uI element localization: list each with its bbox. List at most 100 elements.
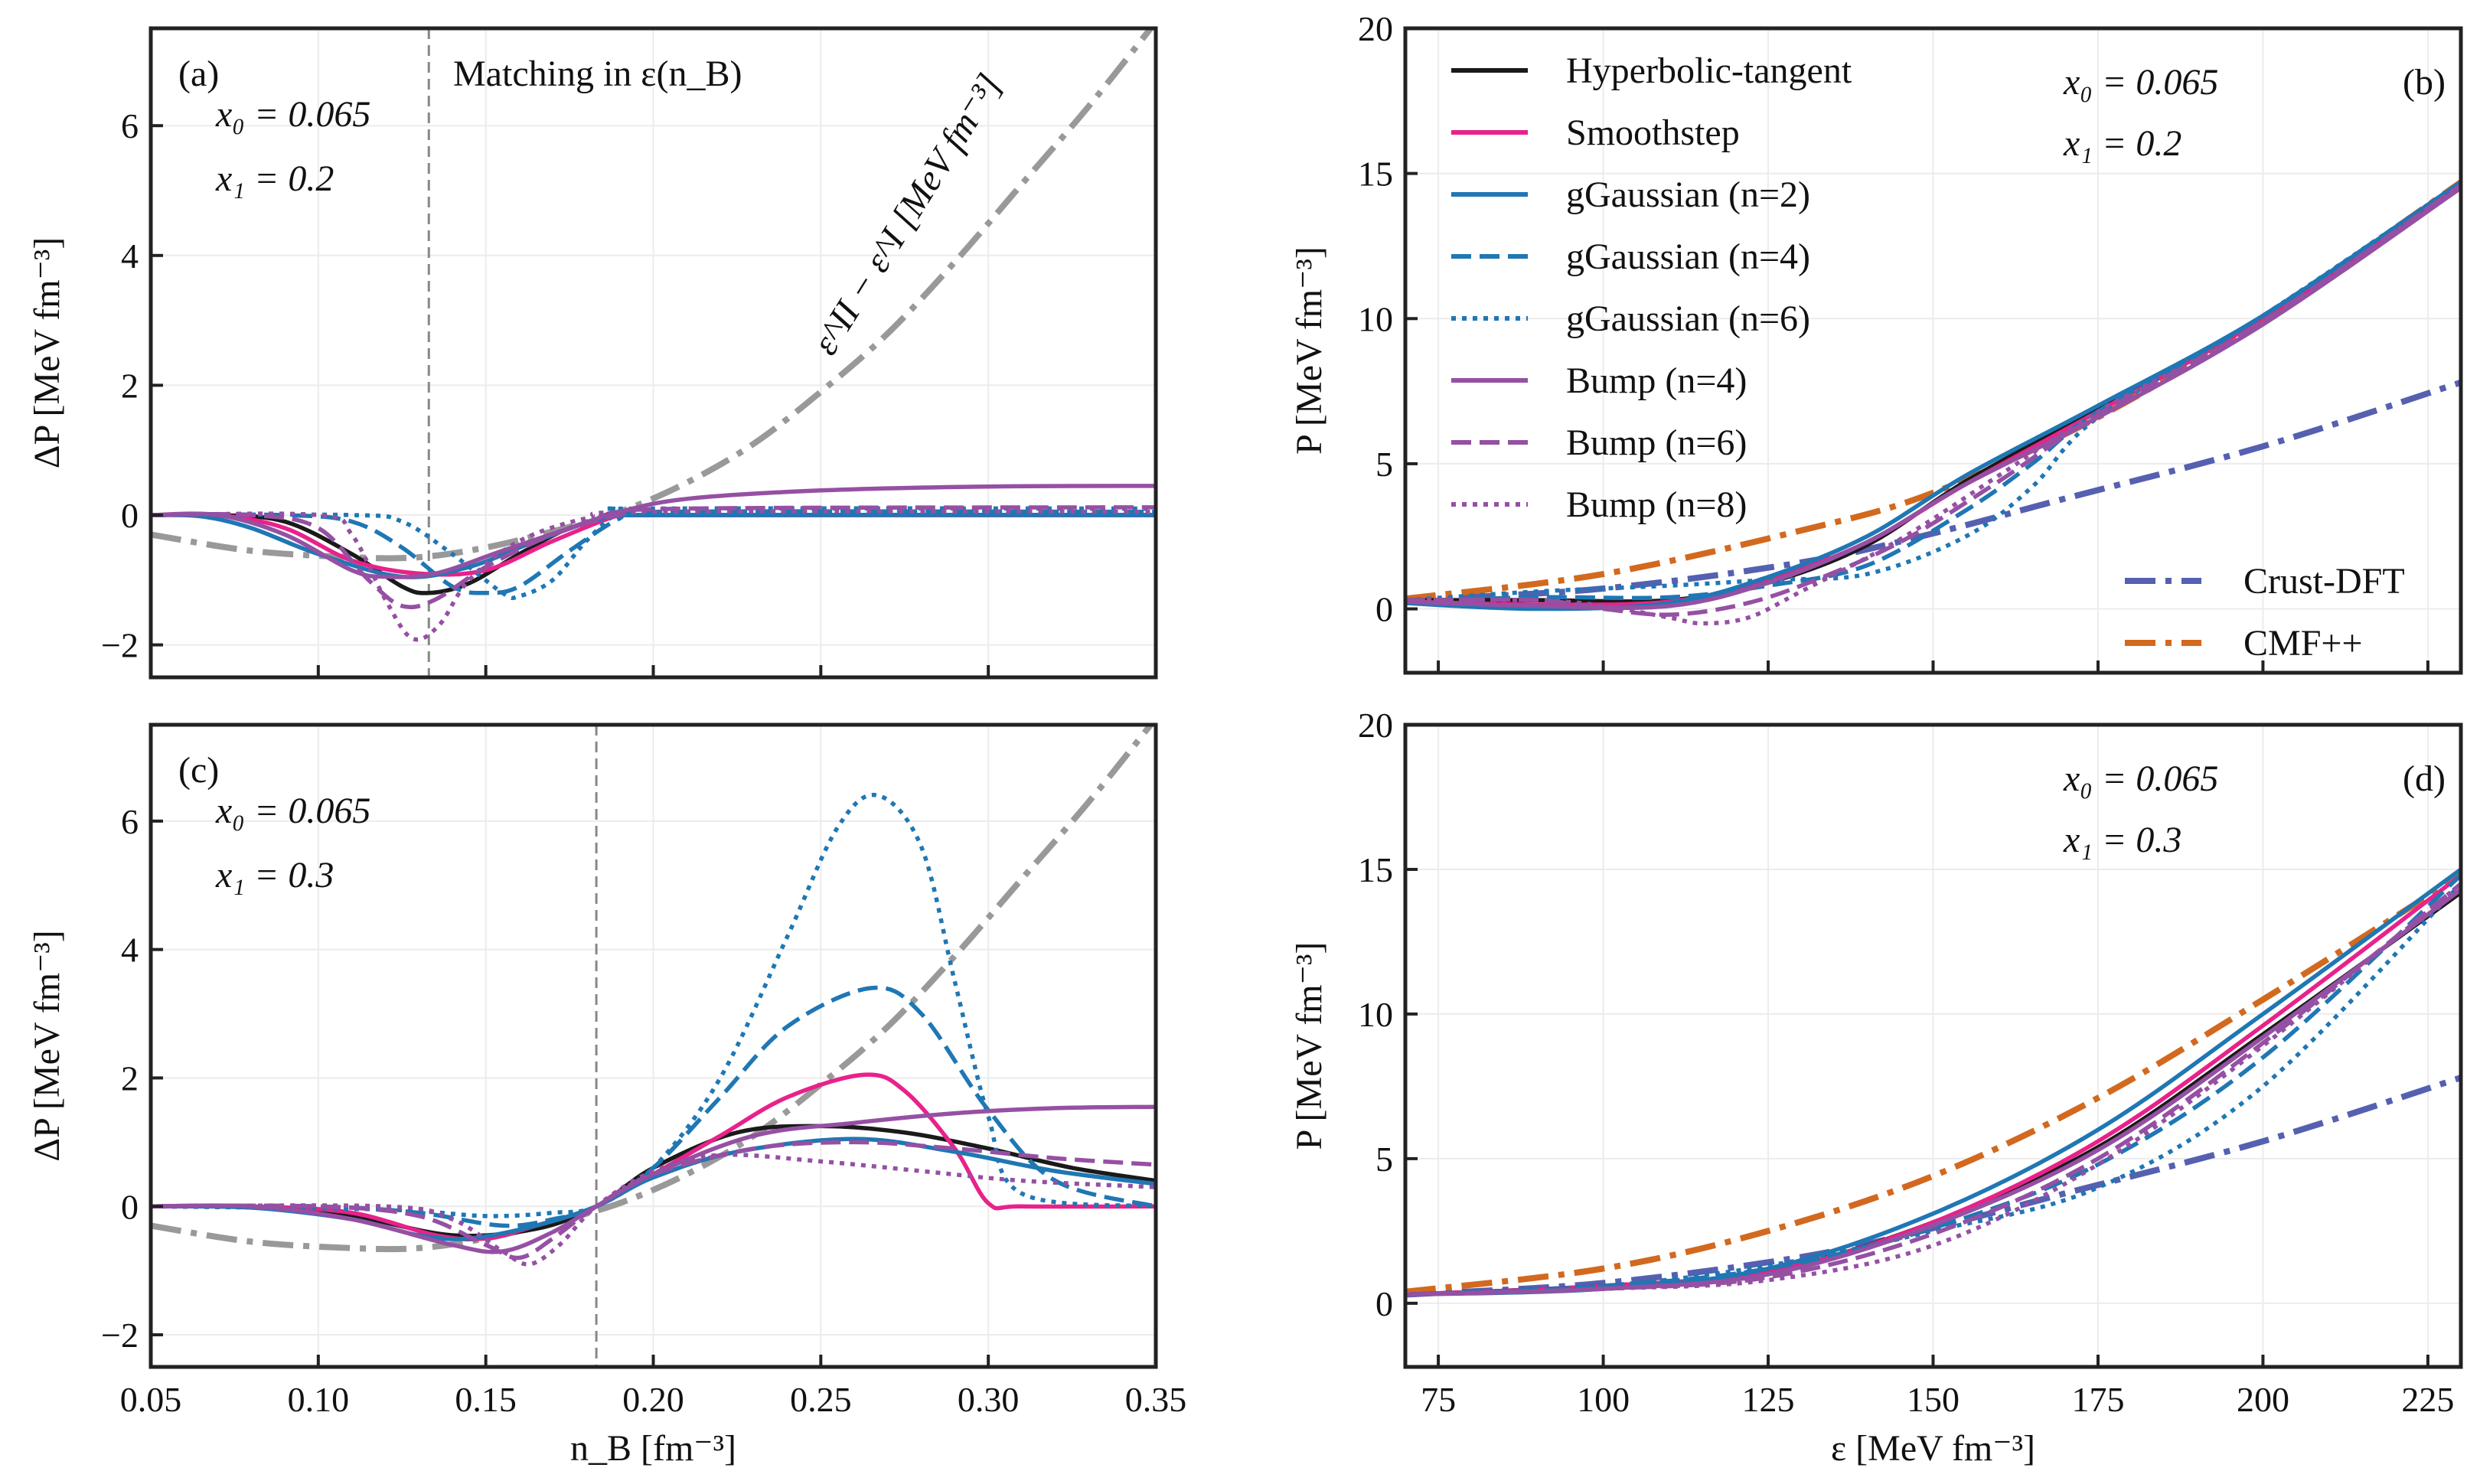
y-tick-label: −2 bbox=[101, 626, 139, 665]
legend-entry-b8: Bump (n=8) bbox=[1451, 484, 1747, 525]
panel-b: 0 5 10 15 20 P [MeV fm⁻³] (b) x₀ = 0.065 x₁ = 0.… bbox=[1289, 9, 2463, 675]
x0-annotation: x₀ = 0.065 bbox=[215, 791, 370, 831]
series-b8-line bbox=[151, 1153, 1156, 1267]
y-tick-label: 15 bbox=[1358, 155, 1393, 194]
y-axis-label: ΔP [MeV fm⁻³] bbox=[27, 930, 67, 1162]
series-crust-line bbox=[1405, 1075, 2461, 1298]
x-tick-label: 125 bbox=[1742, 1380, 1795, 1419]
legend-label: gGaussian (n=2) bbox=[1566, 174, 1810, 215]
y-tick-label: 6 bbox=[121, 106, 139, 145]
legend-entry-crust: Crust-DFT bbox=[2125, 561, 2405, 602]
series-b8-line bbox=[1405, 183, 2461, 626]
y-tick-label: 0 bbox=[121, 496, 139, 535]
y-tick-label: 15 bbox=[1358, 850, 1393, 889]
y-tick-label: 20 bbox=[1358, 706, 1393, 745]
x0-annotation: x₀ = 0.065 bbox=[215, 94, 370, 135]
x1-annotation: x₁ = 0.3 bbox=[215, 855, 334, 895]
matching-annotation: Matching in ε(n_B) bbox=[453, 54, 742, 94]
y-tick-label: 4 bbox=[121, 236, 139, 276]
series-gg4-line bbox=[1405, 180, 2461, 604]
y-tick-label: 0 bbox=[1375, 1284, 1393, 1323]
series-group bbox=[1405, 867, 2461, 1298]
series-gg6-line bbox=[1405, 882, 2461, 1297]
y-tick-label: −2 bbox=[101, 1316, 139, 1355]
legend-label: Bump (n=6) bbox=[1566, 422, 1747, 463]
y-tick-label: 10 bbox=[1358, 995, 1393, 1034]
series-b4-line bbox=[151, 484, 1156, 579]
y-axis-label: ΔP [MeV fm⁻³] bbox=[27, 237, 67, 469]
series-group bbox=[151, 28, 1156, 642]
x-tick-label: 75 bbox=[1421, 1380, 1456, 1419]
panel-label: (c) bbox=[178, 750, 219, 791]
y-axis-label: P [MeV fm⁻³] bbox=[1289, 246, 1330, 455]
series-gg2-line bbox=[151, 512, 1156, 579]
panel-d: 75 100 125 150 175 200 225 0 5 10 15 20 P [MeV fm⁻³]… bbox=[1289, 706, 2463, 1469]
y-tick-label: 2 bbox=[121, 366, 139, 405]
x-tick-label: 0.05 bbox=[120, 1380, 182, 1419]
series-crust-line bbox=[1405, 379, 2461, 604]
series-gg6-line bbox=[151, 506, 1156, 601]
x-tick-label: 0.15 bbox=[455, 1380, 517, 1419]
legend-entry-cmf: CMF++ bbox=[2125, 623, 2363, 664]
series-b8-line bbox=[151, 509, 1156, 642]
legend-label: CMF++ bbox=[2243, 623, 2363, 664]
series-group bbox=[151, 725, 1156, 1267]
x-tick-label: 175 bbox=[2071, 1380, 2124, 1419]
series-smooth-line bbox=[1405, 873, 2461, 1297]
y-tick-label: 2 bbox=[121, 1058, 139, 1098]
series-b6-line bbox=[1405, 882, 2461, 1297]
legend-label: Bump (n=8) bbox=[1566, 484, 1747, 525]
energy-difference-annotation: ε^II − ε^I [MeV fm⁻³] bbox=[804, 67, 1010, 362]
y-tick-label: 6 bbox=[121, 802, 139, 841]
series-b6-line bbox=[151, 505, 1156, 610]
x-tick-label: 0.35 bbox=[1125, 1380, 1187, 1419]
x-tick-label: 0.30 bbox=[958, 1380, 1020, 1419]
panel-label: (d) bbox=[2403, 758, 2446, 799]
legend-label: Bump (n=4) bbox=[1566, 360, 1747, 401]
legend-entry-tanh: Hyperbolic-tangent bbox=[1451, 51, 1852, 91]
legend-entry-gg2: gGaussian (n=2) bbox=[1451, 174, 1810, 215]
y-tick-label: 20 bbox=[1358, 9, 1393, 48]
x-axis-label: n_B [fm⁻³] bbox=[570, 1428, 736, 1469]
x0-annotation: x₀ = 0.065 bbox=[2063, 62, 2218, 103]
series-gg6-line bbox=[1405, 180, 2461, 602]
series-diff-line bbox=[151, 725, 1155, 1253]
series-b8-line bbox=[1405, 882, 2461, 1297]
x1-annotation: x₁ = 0.2 bbox=[215, 158, 334, 199]
x-tick-label: 200 bbox=[2237, 1380, 2289, 1419]
x-tick-label: 0.20 bbox=[622, 1380, 684, 1419]
series-cmf-line bbox=[1405, 872, 2461, 1295]
x-tick-label: 0.10 bbox=[288, 1380, 350, 1419]
series-b4-line bbox=[1405, 888, 2461, 1297]
legend-entry-b6: Bump (n=6) bbox=[1451, 422, 1747, 463]
legend-entry-smooth: Smoothstep bbox=[1451, 113, 1740, 153]
series-group bbox=[1405, 179, 2461, 626]
series-b6-line bbox=[1405, 183, 2461, 617]
panel-label: (a) bbox=[178, 54, 219, 94]
legend-entry-b4: Bump (n=4) bbox=[1451, 360, 1747, 401]
series-smooth-line bbox=[151, 1072, 1156, 1242]
y-tick-label: 5 bbox=[1375, 1140, 1393, 1179]
x0-annotation: x₀ = 0.065 bbox=[2063, 758, 2218, 799]
legend-label: gGaussian (n=4) bbox=[1566, 236, 1810, 277]
y-tick-label: 4 bbox=[121, 931, 139, 970]
series-b6-line bbox=[151, 1140, 1156, 1261]
y-tick-label: 5 bbox=[1375, 445, 1393, 484]
x-tick-label: 150 bbox=[1907, 1380, 1960, 1419]
legend-label: gGaussian (n=6) bbox=[1566, 298, 1810, 339]
legend-label: Smoothstep bbox=[1566, 113, 1740, 153]
x1-annotation: x₁ = 0.3 bbox=[2063, 820, 2181, 860]
y-axis-label: P [MeV fm⁻³] bbox=[1289, 942, 1330, 1150]
legend-label: Crust-DFT bbox=[2243, 561, 2405, 602]
x1-annotation: x₁ = 0.2 bbox=[2063, 123, 2181, 164]
series-gg6-line bbox=[151, 792, 1156, 1218]
x-tick-label: 0.25 bbox=[790, 1380, 852, 1419]
legend-label: Hyperbolic-tangent bbox=[1566, 51, 1852, 91]
series-gg4-line bbox=[1405, 873, 2461, 1297]
x-axis-label: ε [MeV fm⁻³] bbox=[1831, 1428, 2035, 1469]
y-tick-label: 10 bbox=[1358, 299, 1393, 338]
panel-a: −2 0 2 4 6 ΔP [MeV fm⁻³] (a)x₀ = 0.065 x₁ = 0.2… bbox=[27, 26, 1158, 680]
panel-c: 0.05 0.10 0.15 0.20 0.25 0.30 0.35 −2 0 2 4 6 ΔP [Me… bbox=[27, 722, 1187, 1469]
panel-label: (b) bbox=[2403, 62, 2446, 103]
